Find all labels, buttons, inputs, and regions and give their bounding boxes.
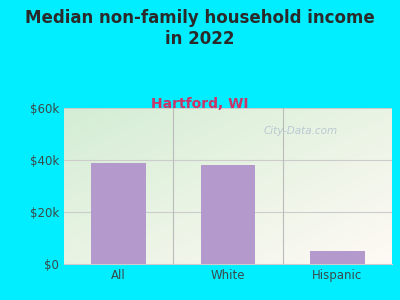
Bar	[201, 165, 255, 264]
Bar	[91, 163, 146, 264]
Text: Median non-family household income
in 2022: Median non-family household income in 20…	[25, 9, 375, 48]
Bar	[310, 251, 365, 264]
Text: Hartford, WI: Hartford, WI	[151, 98, 249, 112]
Text: City-Data.com: City-Data.com	[263, 126, 337, 136]
